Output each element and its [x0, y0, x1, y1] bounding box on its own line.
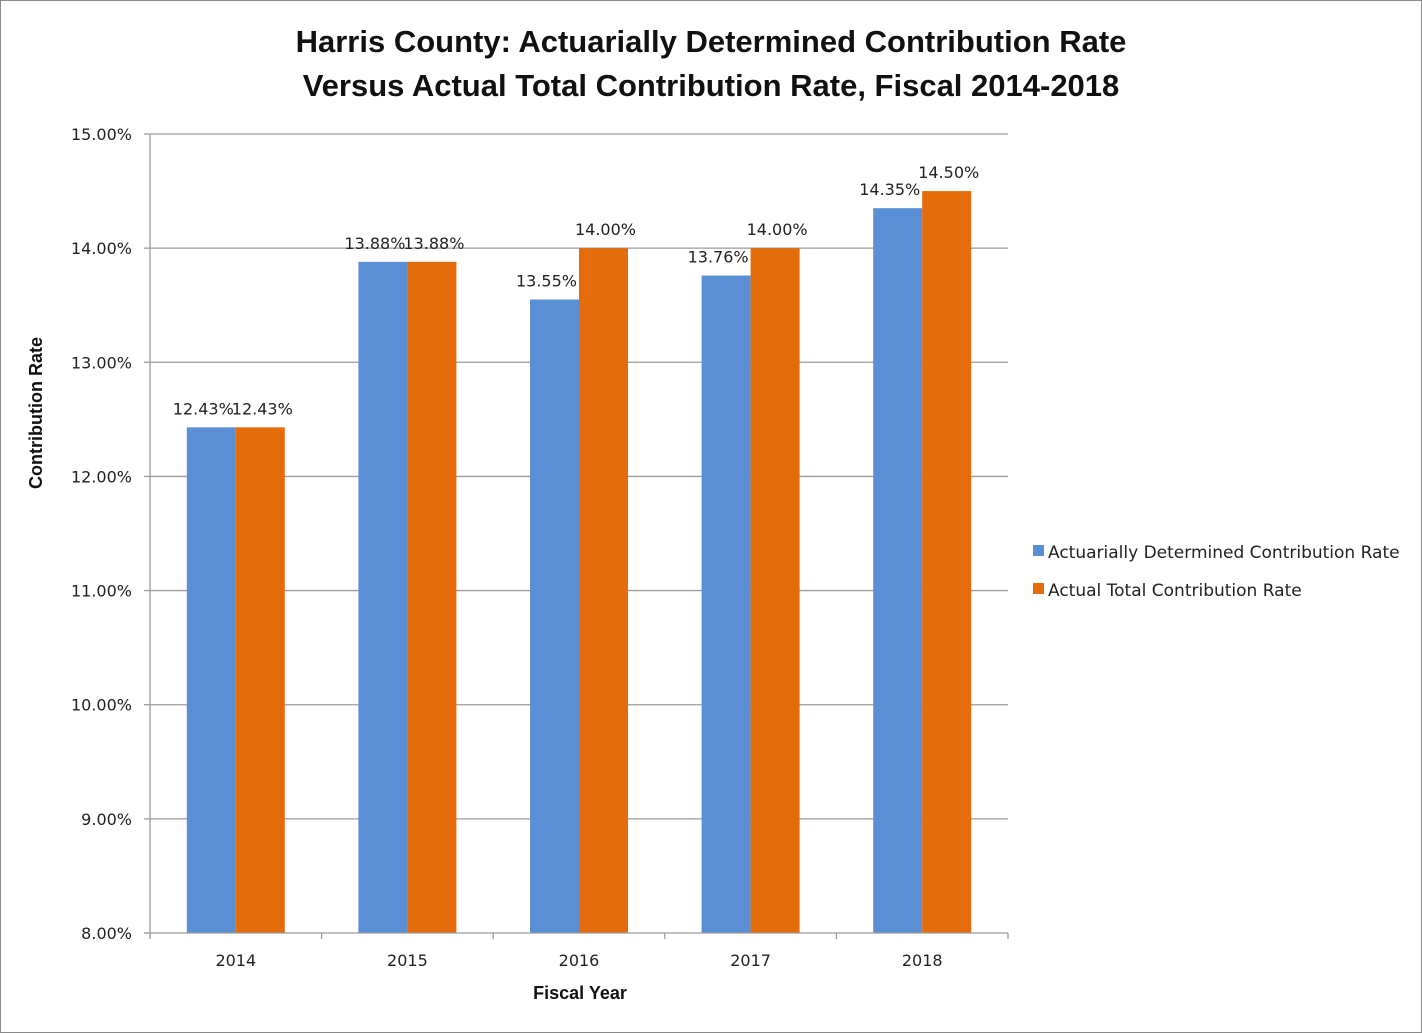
- x-tick-label: 2014: [215, 951, 256, 970]
- chart-title: Harris County: Actuarially Determined Co…: [296, 24, 1127, 103]
- bar: [186, 427, 236, 933]
- data-label: 12.43%: [173, 399, 234, 418]
- y-tick-label: 11.00%: [71, 582, 132, 601]
- legend-label: Actual Total Contribution Rate: [1048, 581, 1302, 601]
- bar: [873, 208, 923, 933]
- data-label: 14.50%: [918, 163, 979, 182]
- bar: [358, 261, 408, 934]
- y-tick-label: 9.00%: [81, 810, 132, 829]
- x-axis-title: Fiscal Year: [533, 983, 627, 1003]
- x-tick-label: 2015: [387, 951, 428, 970]
- bar: [750, 248, 800, 934]
- legend-swatch: [1033, 545, 1044, 556]
- bars: [186, 191, 972, 934]
- data-label: 13.88%: [344, 234, 405, 253]
- y-axis-title: Contribution Rate: [26, 337, 46, 489]
- data-label: 14.35%: [859, 180, 920, 199]
- x-tick-label: 2016: [559, 951, 600, 970]
- legend-label: Actuarially Determined Contribution Rate: [1048, 543, 1400, 563]
- x-axis-tick-labels: 2014 2015 2016 2017 2018: [215, 951, 942, 970]
- bar: [922, 191, 972, 934]
- chart-title-line-2: Versus Actual Total Contribution Rate, F…: [303, 68, 1120, 103]
- y-tick-label: 14.00%: [71, 239, 132, 258]
- y-axis-tick-labels: 8.00% 9.00% 10.00% 11.00% 12.00% 13.00% 14.00%…: [71, 125, 132, 943]
- data-label: 14.00%: [575, 220, 636, 239]
- chart-title-line-1: Harris County: Actuarially Determined Co…: [296, 24, 1127, 59]
- y-tick-label: 10.00%: [71, 696, 132, 715]
- y-tick-label: 8.00%: [81, 924, 132, 943]
- x-tick-label: 2017: [730, 951, 771, 970]
- bar: [530, 299, 579, 933]
- data-label: 13.76%: [688, 248, 749, 267]
- bar: [235, 427, 285, 933]
- data-labels: 12.43%12.43% 13.88%13.88% 13.55% 14.00% 13.7…: [173, 163, 979, 418]
- data-label: 12.43%: [232, 399, 293, 418]
- data-label: 14.00%: [747, 220, 808, 239]
- y-tick-label: 15.00%: [71, 125, 132, 144]
- legend-swatch: [1033, 583, 1044, 594]
- bar: [579, 248, 628, 934]
- data-label: 13.55%: [516, 272, 577, 291]
- bar: [407, 261, 457, 934]
- x-tick-label: 2018: [902, 951, 943, 970]
- y-tick-label: 13.00%: [71, 353, 132, 372]
- legend: Actuarially Determined Contribution Rate…: [1033, 543, 1400, 601]
- data-label: 13.88%: [403, 234, 464, 253]
- y-tick-label: 12.00%: [71, 467, 132, 486]
- bar: [701, 275, 751, 934]
- axes: [144, 134, 1009, 939]
